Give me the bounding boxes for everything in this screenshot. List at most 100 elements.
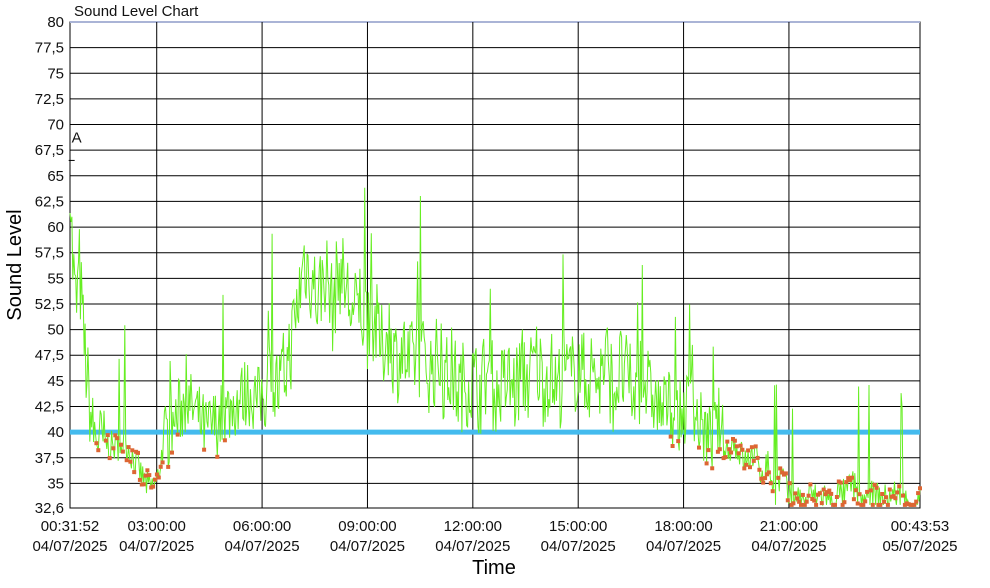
below-threshold-markers (94, 432, 922, 507)
data-point-marker (725, 439, 730, 444)
data-point-marker (812, 498, 817, 503)
data-point-marker (175, 432, 180, 437)
data-point-marker (800, 492, 805, 497)
annotation: A (68, 129, 82, 161)
data-point-marker (821, 487, 826, 492)
data-point-marker (215, 454, 220, 459)
y-axis-title: Sound Level (4, 209, 26, 320)
data-point-marker (783, 471, 788, 476)
data-point-marker (727, 447, 732, 452)
data-point-marker (105, 433, 110, 438)
x-tick-date: 04/07/2025 (119, 538, 194, 555)
data-point-marker (819, 501, 824, 506)
data-point-marker (160, 460, 165, 465)
x-tick-time: 06:00:00 (233, 518, 291, 535)
data-point-marker (857, 492, 862, 497)
data-point-marker (880, 492, 885, 496)
data-point-marker (130, 448, 135, 453)
data-point-marker (808, 482, 813, 487)
x-axis-ticks: 00:31:52 04/07/2025 03:00:00 04/07/2025 06:0… (32, 518, 957, 555)
data-point-marker (865, 489, 870, 494)
y-tick-label: 40 (47, 424, 64, 441)
data-point-marker (817, 491, 822, 496)
data-point-marker (111, 446, 116, 451)
annotation-label: A (72, 129, 82, 146)
y-tick-label: 42,5 (35, 398, 64, 415)
data-point-marker (734, 444, 739, 449)
x-tick-time: 18:00:00 (654, 518, 712, 535)
data-point-marker (799, 502, 803, 507)
data-point-marker (158, 464, 163, 469)
data-point-marker (766, 470, 771, 475)
data-point-marker (137, 477, 142, 482)
data-point-marker (863, 499, 868, 504)
data-point-marker (115, 436, 120, 441)
data-point-marker (853, 488, 858, 493)
data-point-marker (834, 495, 839, 499)
data-point-marker (793, 491, 798, 496)
y-tick-label: 80 (47, 14, 64, 31)
data-point-marker (670, 444, 675, 448)
data-point-marker (851, 497, 856, 502)
data-point-marker (901, 493, 905, 498)
data-point-marker (787, 481, 792, 486)
data-point-marker (895, 490, 900, 495)
data-point-marker (874, 485, 879, 490)
data-point-marker (914, 499, 919, 504)
data-point-marker (748, 465, 752, 470)
data-point-marker (154, 472, 159, 477)
data-point-marker (768, 481, 773, 486)
data-point-marker (776, 475, 781, 480)
data-point-marker (885, 502, 890, 507)
data-point-marker (742, 466, 747, 471)
x-tick-time: 00:31:52 (41, 518, 99, 535)
data-point-marker (94, 441, 99, 446)
data-point-marker (119, 442, 123, 447)
y-tick-label: 57,5 (35, 245, 64, 262)
data-point-marker (887, 487, 892, 492)
x-tick-date: 04/07/2025 (435, 538, 510, 555)
data-point-marker (778, 466, 783, 471)
y-tick-label: 32,6 (35, 500, 64, 517)
data-point-marker (153, 477, 157, 482)
data-point-marker (697, 445, 701, 450)
data-point-marker (147, 473, 152, 478)
y-tick-label: 35 (47, 475, 64, 492)
data-point-marker (136, 450, 140, 455)
data-point-marker (891, 494, 896, 499)
data-point-marker (878, 502, 883, 507)
data-point-marker (156, 475, 161, 480)
data-point-marker (668, 434, 673, 439)
y-tick-label: 50 (47, 322, 64, 339)
data-point-marker (814, 502, 819, 507)
x-tick-date: 04/07/2025 (32, 538, 107, 555)
data-point-marker (870, 502, 875, 507)
data-point-marker (202, 447, 207, 452)
data-point-marker (757, 467, 762, 472)
data-point-marker (897, 484, 902, 489)
x-tick-date: 04/07/2025 (751, 538, 826, 555)
data-point-marker (143, 473, 148, 478)
data-point-marker (723, 455, 728, 460)
data-point-marker (872, 482, 877, 487)
data-point-marker (107, 456, 112, 461)
data-point-marker (785, 498, 790, 503)
data-point-marker (842, 500, 847, 505)
data-point-marker (882, 499, 887, 504)
data-point-marker (744, 462, 749, 467)
data-point-marker (96, 448, 101, 453)
data-point-marker (850, 475, 854, 480)
data-point-marker (763, 476, 768, 481)
data-point-marker (848, 478, 853, 482)
y-tick-label: 70 (47, 117, 64, 134)
x-tick-date: 04/07/2025 (330, 538, 405, 555)
data-point-marker (791, 501, 796, 506)
data-point-marker (838, 480, 843, 485)
y-tick-label: 55 (47, 270, 64, 287)
data-point-marker (166, 464, 171, 469)
x-tick-time: 03:00:00 (128, 518, 186, 535)
data-point-marker (113, 433, 118, 438)
data-point-marker (761, 480, 766, 485)
data-point-marker (170, 450, 174, 455)
y-tick-label: 77,5 (35, 40, 64, 57)
